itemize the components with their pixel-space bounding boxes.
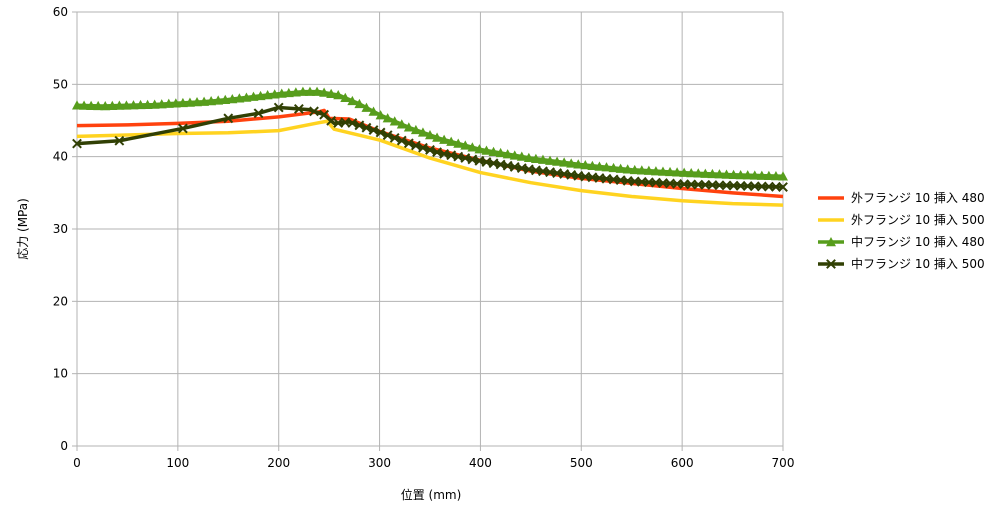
y-tick-label: 40	[53, 150, 68, 164]
legend-label: 中フランジ 10 挿入 480	[851, 234, 985, 249]
x-tick-label: 500	[570, 456, 593, 470]
legend-label: 外フランジ 10 挿入 500	[851, 213, 985, 227]
x-tick-label: 600	[671, 456, 694, 470]
x-tick-label: 400	[469, 456, 492, 470]
plot-series	[72, 87, 788, 206]
y-tick-label: 50	[53, 77, 68, 91]
x-tick-label: 300	[368, 456, 391, 470]
y-tick-label: 60	[53, 5, 68, 19]
legend-entry-1: 外フランジ 10 挿入 480	[818, 191, 985, 205]
x-tick-label: 200	[267, 456, 290, 470]
y-tick-label: 20	[53, 294, 68, 308]
legend-entry-3: 中フランジ 10 挿入 480	[818, 234, 985, 249]
legend: 外フランジ 10 挿入 480 外フランジ 10 挿入 500 中フランジ 10 挿…	[818, 191, 985, 271]
legend-label: 外フランジ 10 挿入 480	[851, 191, 985, 205]
y-axis-title: 応力 (MPa)	[16, 198, 30, 260]
x-axis-title: 位置 (mm)	[401, 487, 462, 502]
x-tick-label: 0	[73, 456, 81, 470]
x-tick-label: 100	[166, 456, 189, 470]
y-tick-label: 10	[53, 367, 68, 381]
y-tick-label: 30	[53, 222, 68, 236]
gridlines	[72, 12, 783, 451]
legend-label: 中フランジ 10 挿入 500	[851, 256, 985, 271]
legend-entry-4: 中フランジ 10 挿入 500	[818, 256, 985, 271]
y-tick-label: 0	[60, 439, 68, 453]
x-tick-label: 700	[772, 456, 795, 470]
legend-entry-2: 外フランジ 10 挿入 500	[818, 213, 985, 227]
